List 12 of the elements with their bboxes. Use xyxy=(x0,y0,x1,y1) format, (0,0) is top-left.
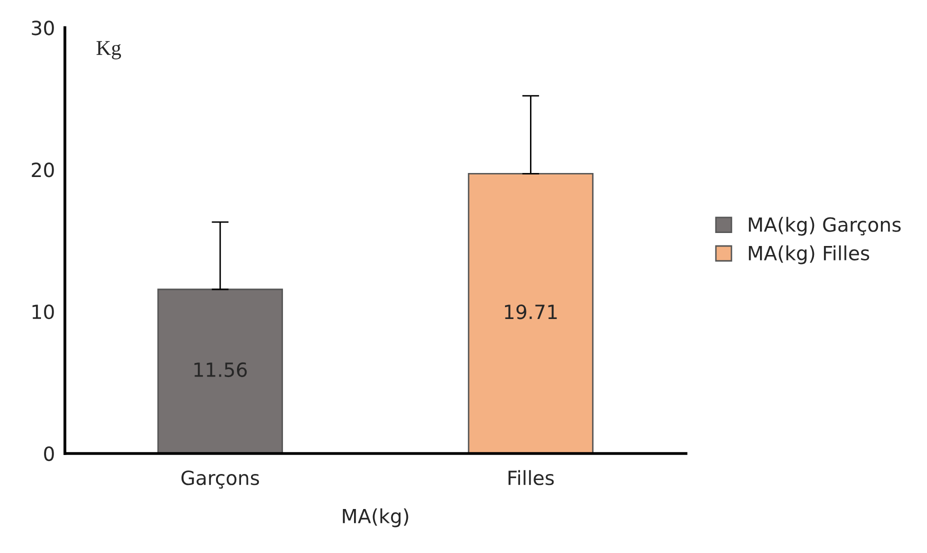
legend-label: MA(kg) Garçons xyxy=(748,216,901,236)
y-axis-title: Kg xyxy=(96,41,122,60)
y-tick-label: 0 xyxy=(44,446,54,462)
data-label: 11.56 xyxy=(194,362,247,378)
legend-label: MA(kg) Filles xyxy=(748,245,870,264)
x-tick-label: Filles xyxy=(508,470,554,486)
x-axis-title: MA(kg) xyxy=(342,508,408,528)
y-tick-label: 20 xyxy=(32,162,54,178)
y-tick-label: 10 xyxy=(32,304,54,320)
data-label: 19.71 xyxy=(505,304,557,320)
y-tick-label: 30 xyxy=(32,20,54,36)
x-tick-label: Garçons xyxy=(181,470,260,489)
